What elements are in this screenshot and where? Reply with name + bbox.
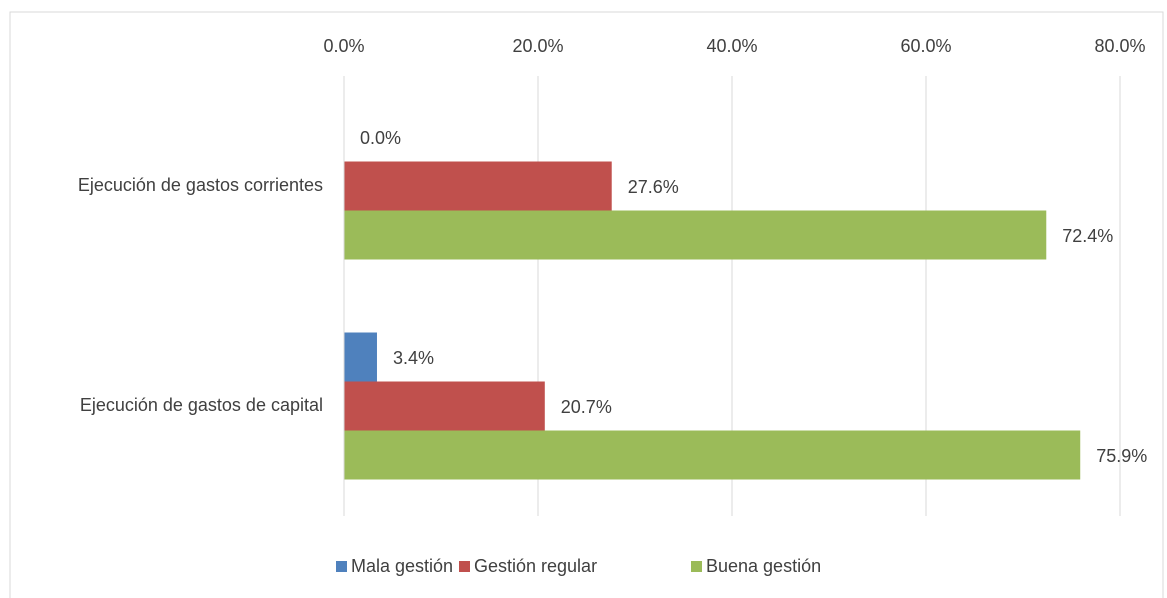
data-label: 27.6% (628, 177, 679, 197)
bar (344, 430, 1081, 480)
data-label: 3.4% (393, 348, 434, 368)
data-label: 75.9% (1096, 446, 1147, 466)
bar (344, 381, 545, 431)
data-label: 72.4% (1062, 226, 1113, 246)
legend-swatch (459, 561, 470, 572)
x-tick-label: 80.0% (1094, 36, 1145, 56)
chart-frame (9, 11, 1164, 598)
bar (344, 210, 1047, 260)
bar (344, 332, 377, 382)
x-tick-label: 60.0% (900, 36, 951, 56)
y-tick-label: Ejecución de gastos corrientes (78, 175, 323, 195)
legend-swatch (691, 561, 702, 572)
x-tick-label: 0.0% (323, 36, 364, 56)
legend-label: Mala gestión (351, 556, 453, 576)
x-tick-label: 40.0% (706, 36, 757, 56)
data-label: 20.7% (561, 397, 612, 417)
bar (344, 161, 612, 211)
x-tick-label: 20.0% (512, 36, 563, 56)
y-tick-label: Ejecución de gastos de capital (80, 395, 323, 415)
legend-label: Gestión regular (474, 556, 597, 576)
legend-label: Buena gestión (706, 556, 821, 576)
data-label: 0.0% (360, 128, 401, 148)
legend-swatch (336, 561, 347, 572)
